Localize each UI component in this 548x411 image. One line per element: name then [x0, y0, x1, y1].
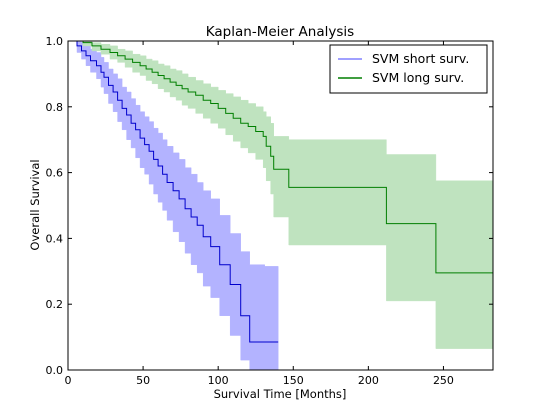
x-tick-label: 0: [65, 374, 72, 387]
y-tick-label: 0.0: [46, 364, 64, 377]
x-tick-label: 250: [433, 374, 454, 387]
survival-curve-short: [68, 40, 279, 343]
x-tick-label: 150: [283, 374, 304, 387]
survival-curve-long: [68, 40, 493, 274]
x-tick-label: 200: [358, 374, 379, 387]
y-tick-label: 0.6: [46, 167, 64, 180]
legend: SVM short surv. SVM long surv.: [329, 44, 488, 94]
y-tick-label: 1.0: [46, 35, 64, 48]
y-tick-label: 0.2: [46, 298, 64, 311]
x-tick-label: 50: [136, 374, 150, 387]
y-axis-label: Overall Survival: [28, 159, 42, 250]
confidence-band-short: [68, 40, 279, 371]
y-tick-label: 0.8: [46, 101, 64, 114]
survival-curves: [68, 40, 493, 343]
legend-label-long: SVM long surv.: [372, 70, 464, 85]
plot-frame: [67, 40, 494, 371]
legend-label-short: SVM short surv.: [372, 51, 469, 66]
y-tick-label: 0.4: [46, 232, 64, 245]
y-axis-ticks: 0.0 0.2 0.4 0.6 0.8 1.0: [46, 35, 493, 377]
x-axis-ticks: 0 50 100 150 200 250: [65, 41, 454, 387]
x-axis-label: Survival Time [Months]: [214, 387, 347, 401]
legend-box: [329, 44, 488, 94]
chart-title: Kaplan-Meier Analysis: [206, 24, 354, 40]
x-tick-label: 100: [208, 374, 229, 387]
